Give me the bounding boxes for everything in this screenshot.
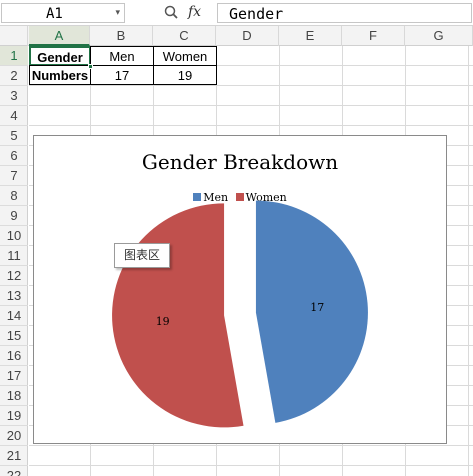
chart-title[interactable]: Gender Breakdown (141, 150, 339, 174)
column-header-e[interactable]: E (279, 26, 342, 46)
legend-label-women: Women (245, 191, 287, 204)
column-header-c[interactable]: C (153, 26, 216, 46)
cell-a1[interactable]: Gender (29, 46, 91, 66)
row-header[interactable]: 19 (0, 406, 28, 426)
name-box-value: A1 (46, 6, 63, 22)
pie-slice-men[interactable] (255, 200, 368, 423)
zoom-icon[interactable] (163, 4, 179, 20)
cell-b2[interactable]: 17 (90, 65, 154, 85)
row-header[interactable]: 17 (0, 366, 28, 386)
row-header[interactable]: 20 (0, 426, 28, 446)
data-label-women: 19 (156, 315, 170, 328)
legend-item-women: Women (235, 191, 287, 204)
cell-a2[interactable]: Numbers (29, 65, 91, 85)
column-header-g[interactable]: G (405, 26, 473, 46)
data-label-men: 17 (310, 301, 324, 314)
column-header-f[interactable]: F (342, 26, 405, 46)
row-header[interactable]: 18 (0, 386, 28, 406)
select-all-corner[interactable] (0, 26, 28, 46)
row-header[interactable]: 2 (0, 66, 28, 86)
column-header-d[interactable]: D (216, 26, 279, 46)
fx-icon[interactable]: fx (188, 4, 202, 20)
column-header-row: A B C D E F G (0, 26, 473, 46)
row-header[interactable]: 6 (0, 146, 28, 166)
row-header[interactable]: 12 (0, 266, 28, 286)
column-header-b[interactable]: B (90, 26, 153, 46)
row-header[interactable]: 16 (0, 346, 28, 366)
cell-c2[interactable]: 19 (153, 65, 217, 85)
column-header-a[interactable]: A (29, 26, 90, 46)
row-header[interactable]: 7 (0, 166, 28, 186)
chart-area[interactable]: Gender Breakdown Men Women 17 19 图表区 (33, 135, 447, 444)
row-header[interactable]: 5 (0, 126, 28, 146)
chart-area-tooltip: 图表区 (114, 243, 170, 268)
legend-label-men: Men (203, 191, 229, 204)
row-header[interactable]: 8 (0, 186, 28, 206)
legend-swatch-women (235, 193, 244, 201)
row-header[interactable]: 3 (0, 86, 28, 106)
cell-b1[interactable]: Men (90, 46, 154, 66)
row-header[interactable]: 11 (0, 246, 28, 266)
pie-slice-women[interactable] (112, 203, 244, 428)
chevron-down-icon[interactable]: ▾ (115, 7, 120, 17)
fill-handle[interactable] (88, 64, 93, 69)
chart-legend[interactable]: Men Women (34, 191, 446, 204)
formula-input[interactable]: Gender (217, 3, 472, 23)
row-header[interactable]: 9 (0, 206, 28, 226)
cell-c1[interactable]: Women (153, 46, 217, 66)
legend-item-men: Men (193, 191, 228, 204)
row-header[interactable]: 22 (0, 466, 28, 476)
row-header[interactable]: 1 (0, 46, 28, 66)
formula-value: Gender (229, 5, 284, 23)
row-header[interactable]: 15 (0, 326, 28, 346)
row-header[interactable]: 14 (0, 306, 28, 326)
name-box[interactable]: A1 ▾ (1, 3, 125, 23)
row-header[interactable]: 10 (0, 226, 28, 246)
row-header[interactable]: 13 (0, 286, 28, 306)
row-header[interactable]: 21 (0, 446, 28, 466)
row-header-column: 1 2 3 4 5 6 7 8 9 10 11 12 13 14 15 16 1… (0, 46, 28, 476)
row-header[interactable]: 4 (0, 106, 28, 126)
formula-bar: A1 ▾ fx Gender (0, 0, 473, 26)
legend-swatch-men (193, 193, 202, 201)
